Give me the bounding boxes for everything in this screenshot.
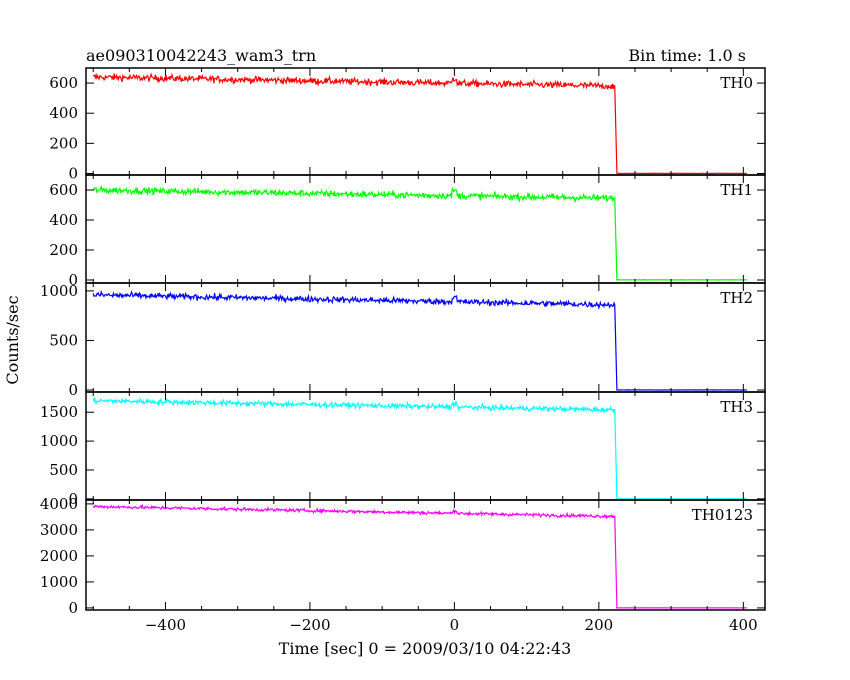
y-tick-label: 600 — [49, 181, 78, 199]
y-tick-label: 0 — [68, 164, 78, 182]
y-tick-label: 0 — [68, 271, 78, 289]
series-line-th1 — [92, 186, 747, 281]
y-tick-label: 600 — [49, 74, 78, 92]
y-tick-label: 1500 — [40, 403, 78, 421]
series-line-th2 — [92, 289, 747, 391]
y-tick-label: 1000 — [40, 282, 78, 300]
panel-frame-th2 — [85, 282, 766, 393]
y-tick-label: 3000 — [40, 521, 78, 539]
y-tick-label: 400 — [49, 211, 78, 229]
y-tick-label: 400 — [49, 104, 78, 122]
x-tick-label: 200 — [585, 616, 614, 634]
y-tick-label: 2000 — [40, 547, 78, 565]
x-tick-label: −400 — [145, 616, 186, 634]
series-label-th2: TH2 — [720, 289, 753, 307]
y-axis-label: Counts/sec — [3, 295, 22, 384]
series-line-th0 — [92, 72, 747, 175]
panels-group: 0 200 400 600 TH0 0 200 400 600 TH1 0 500 1000 TH2 0 50… — [40, 67, 766, 634]
y-tick-label: 1000 — [40, 432, 78, 450]
series-label-th3: TH3 — [720, 398, 753, 416]
panel-frame-th0123 — [85, 499, 766, 611]
x-tick-label: 400 — [729, 616, 758, 634]
y-tick-label: 0 — [68, 381, 78, 399]
chart-title: ae090310042243_wam3_trn — [86, 46, 316, 65]
bin-time-label: Bin time: 1.0 s — [628, 46, 746, 65]
series-line-th3 — [92, 396, 747, 500]
y-tick-label: 4000 — [40, 495, 78, 513]
y-tick-label: 200 — [49, 241, 78, 259]
series-label-th0: TH0 — [720, 74, 753, 92]
x-tick-label: −200 — [289, 616, 330, 634]
y-tick-label: 500 — [49, 461, 78, 479]
x-axis-label: Time [sec] 0 = 2009/03/10 04:22:43 — [279, 639, 572, 658]
y-tick-label: 0 — [68, 490, 78, 508]
y-tick-label: 200 — [49, 134, 78, 152]
x-tick-label: 0 — [450, 616, 460, 634]
y-tick-label: 1000 — [40, 573, 78, 591]
panel-frame-th3 — [85, 391, 766, 501]
series-label-th1: TH1 — [720, 181, 753, 199]
panel-frame-th0 — [85, 67, 766, 176]
y-tick-label: 0 — [68, 599, 78, 617]
y-tick-label: 500 — [49, 331, 78, 349]
series-label-th0123: TH0123 — [692, 506, 753, 524]
series-line-th0123 — [92, 503, 747, 609]
